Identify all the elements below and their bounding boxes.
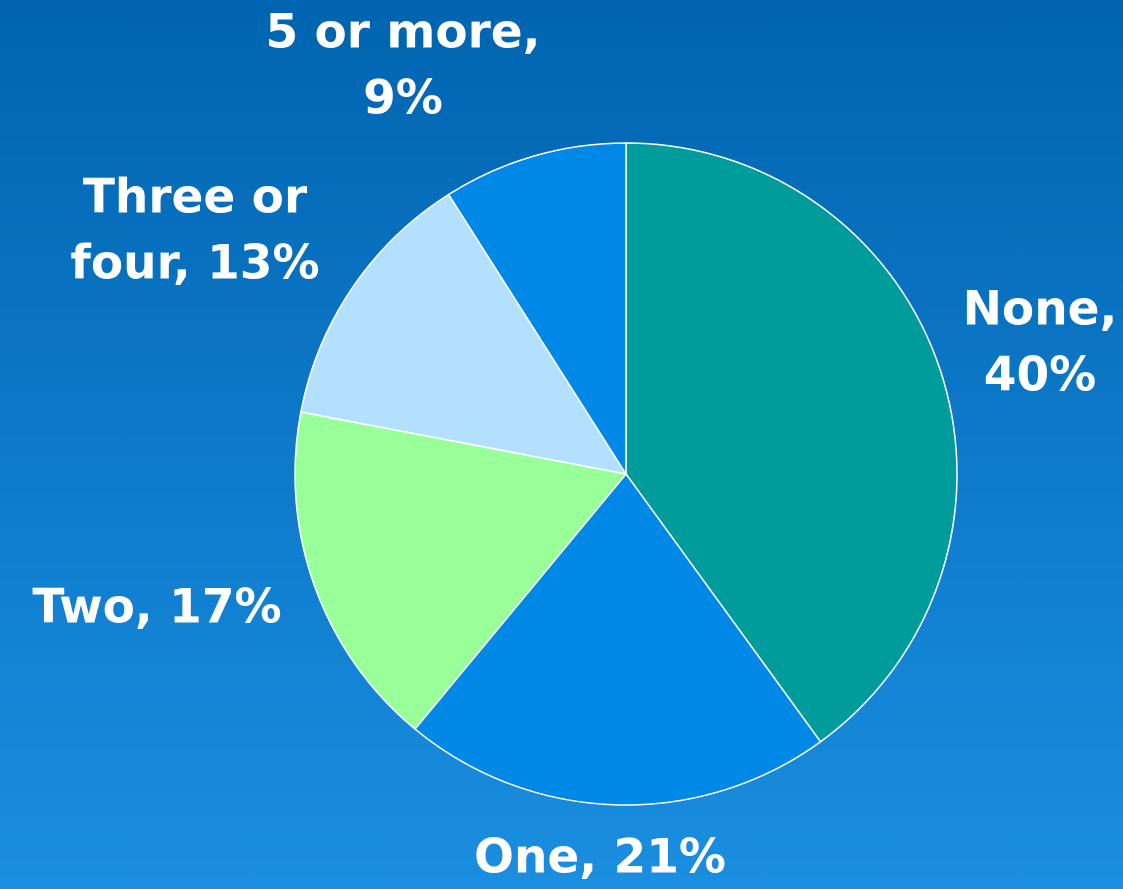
slice-label: 40% xyxy=(984,348,1097,403)
pie-slice xyxy=(625,142,958,743)
slice-label: 5 or more, xyxy=(265,5,540,60)
slice-label: None, xyxy=(963,282,1118,337)
pie-slice xyxy=(299,193,628,476)
slice-label: 9% xyxy=(363,71,443,126)
pie-slice xyxy=(447,142,627,477)
pie-slice xyxy=(413,472,822,806)
pie-slice xyxy=(294,411,628,731)
slice-label: Three or xyxy=(83,170,308,225)
slice-label: four, 13% xyxy=(70,236,319,291)
slice-label: Two, 17% xyxy=(32,580,281,635)
slice-label: One, 21% xyxy=(474,830,726,885)
